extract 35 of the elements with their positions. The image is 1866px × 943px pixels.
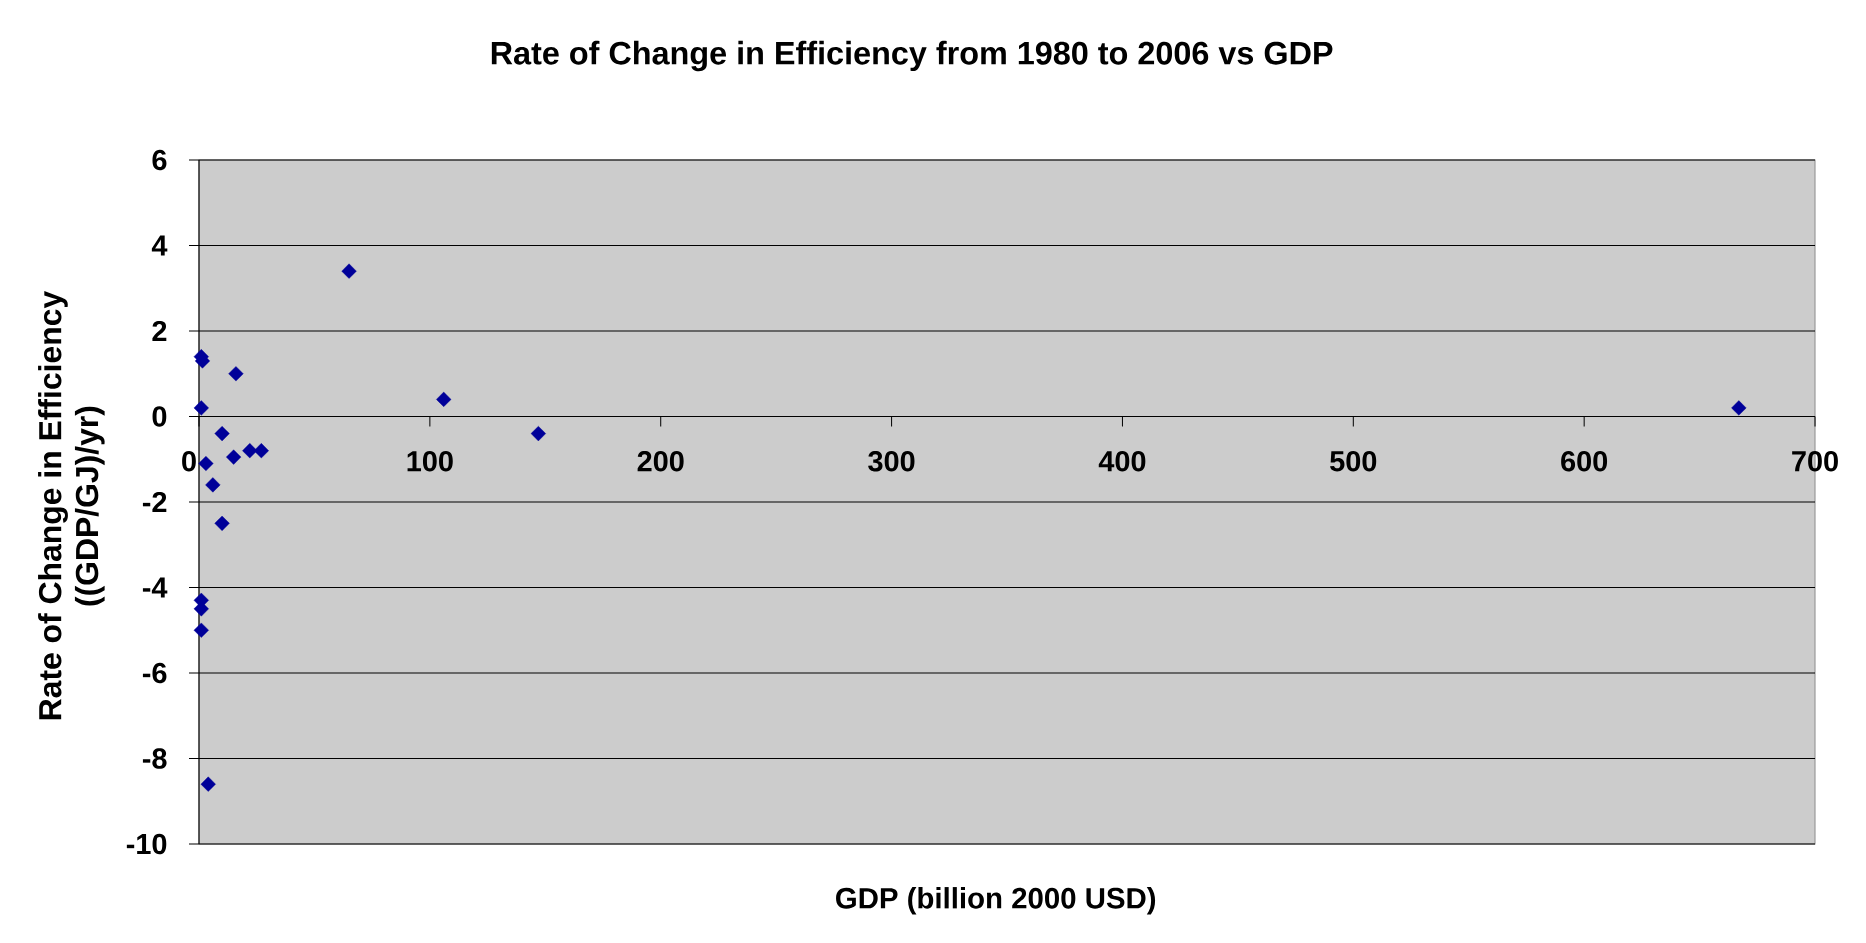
y-tick-label: 4 [151, 235, 168, 256]
x-axis-title: GDP (billion 2000 USD) [836, 887, 1156, 915]
x-tick-label: 700 [1792, 451, 1838, 472]
y-tick-label: -2 [142, 491, 167, 513]
chart-title: Rate of Change in Efficiency from 1980 to 2006 vs GDP [491, 40, 1333, 72]
x-tick-label: 200 [637, 451, 684, 472]
x-tick-label: 500 [1330, 451, 1377, 472]
point [193, 400, 209, 416]
point [214, 426, 230, 442]
y-tick-label: 6 [152, 149, 167, 171]
y-tick-label: 0 [152, 406, 167, 427]
y-tick-label: -6 [142, 662, 167, 684]
y-axis-title: Rate of Change in Efficiency ((GDP/GJ)/yr) [38, 291, 105, 720]
point [205, 477, 221, 493]
x-tick-label: 400 [1098, 451, 1146, 472]
point [200, 776, 216, 792]
x-tick-label: 600 [1561, 451, 1608, 472]
y-tick-label: -8 [142, 748, 167, 769]
point [198, 455, 214, 472]
y-tick-label: -4 [142, 577, 168, 598]
y-tick-label: -10 [126, 833, 167, 855]
x-tick-label: 100 [407, 451, 453, 472]
point [436, 391, 452, 407]
point [1731, 400, 1747, 416]
y-tick-label: 2 [152, 320, 167, 342]
point [193, 622, 209, 638]
x-tick-label: 0 [182, 451, 196, 472]
point [226, 449, 242, 465]
x-tick-label: 300 [868, 451, 915, 472]
point [214, 515, 230, 531]
point [242, 443, 258, 459]
point [228, 366, 244, 382]
point [341, 263, 357, 279]
point [253, 443, 269, 459]
point [530, 426, 546, 442]
